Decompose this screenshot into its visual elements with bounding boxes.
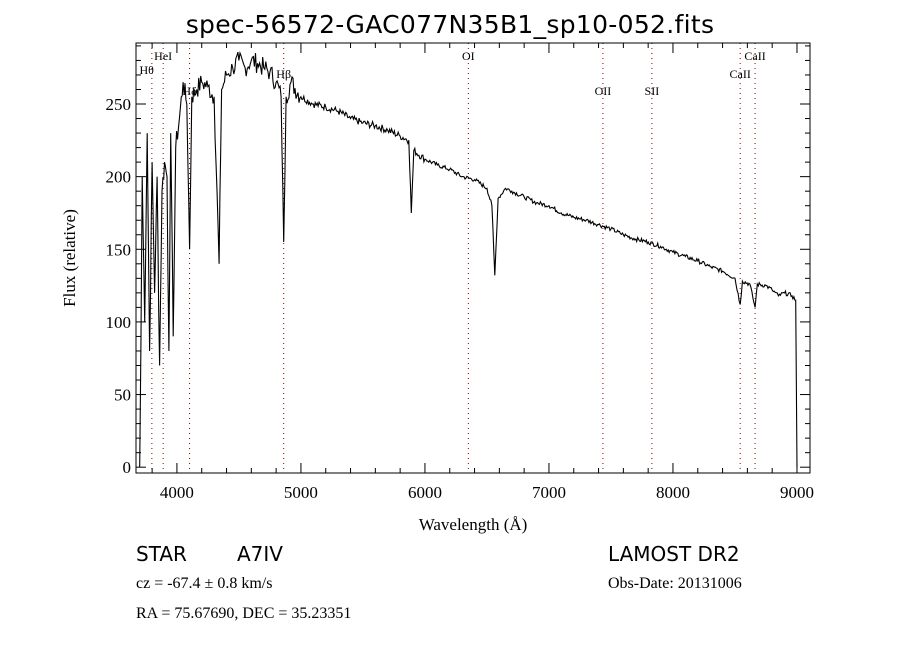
y-tick-label: 0 (123, 458, 132, 477)
x-tick-label: 7000 (532, 483, 566, 502)
line-marker-label: HeI (154, 49, 172, 63)
spectrum-line (139, 50, 798, 468)
coordinates: RA = 75.67690, DEC = 35.23351 (136, 605, 352, 622)
x-tick-label: 6000 (408, 483, 442, 502)
y-tick-label: 150 (106, 240, 132, 259)
subclass: A7IV (237, 542, 283, 566)
y-tick-label: 250 (106, 95, 132, 114)
x-tick-label: 9000 (780, 483, 814, 502)
chart-title: spec-56572-GAC077N35B1_sp10-052.fits (185, 10, 715, 39)
obs-date: Obs-Date: 20131006 (608, 575, 742, 592)
line-marker-label: CaII (730, 67, 751, 81)
plot-frame (135, 42, 811, 474)
y-tick-label: 200 (106, 168, 132, 187)
object-type: STAR (136, 542, 187, 566)
line-marker-label: Hβ (276, 67, 291, 81)
x-tick-label: 5000 (284, 483, 318, 502)
axis-ticks: 4000 5000 6000 7000 8000 9000 0 50 100 150 200 250 (106, 43, 814, 502)
x-tick-label: 4000 (160, 483, 194, 502)
line-marker-label: SII (645, 84, 660, 98)
y-tick-label: 50 (114, 386, 131, 405)
x-tick-label: 8000 (656, 483, 690, 502)
line-marker-label: Hθ (139, 63, 154, 77)
redshift-text: cz = -67.4 ± 0.8 km/s (136, 575, 273, 592)
line-marker-label: OI (462, 49, 475, 63)
y-axis-label: Flux (relative) (60, 209, 79, 307)
y-tick-label: 100 (106, 313, 132, 332)
x-axis-label: Wavelength (Å) (419, 515, 528, 534)
line-marker-label: CaII (744, 49, 765, 63)
survey-name: LAMOST DR2 (608, 542, 740, 566)
line-marker-label: OII (595, 84, 612, 98)
